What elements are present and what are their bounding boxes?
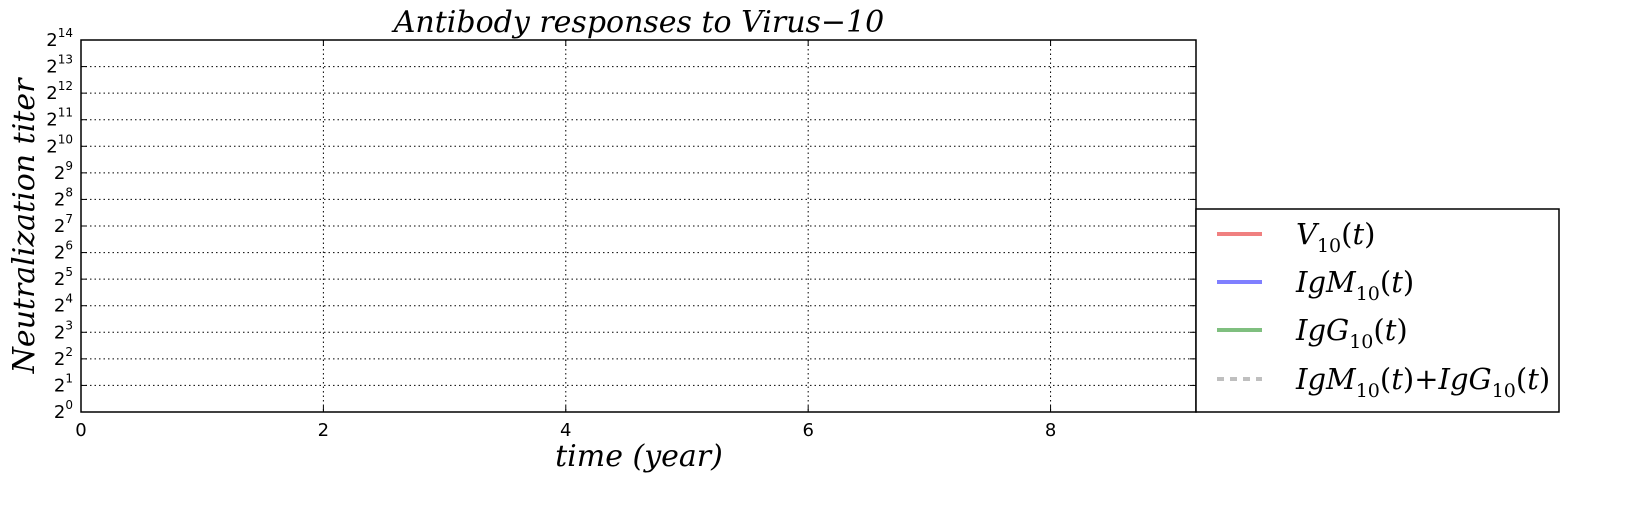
y-tick-label: 28 xyxy=(54,185,73,210)
y-tick-label: 29 xyxy=(54,159,73,184)
y-axis-label: Neutralization titer xyxy=(7,77,42,375)
x-tick-label: 2 xyxy=(318,420,329,441)
y-tick-label: 26 xyxy=(54,239,73,264)
y-tick-label: 22 xyxy=(54,345,73,370)
x-tick-label: 0 xyxy=(75,420,86,441)
y-tick-label: 20 xyxy=(54,398,73,423)
x-tick-label: 6 xyxy=(802,420,813,441)
y-tick-label: 214 xyxy=(46,26,73,51)
y-tick-label: 21 xyxy=(54,371,73,396)
legend-label: V10(t) xyxy=(1296,217,1375,257)
legend: V10(t) IgM10(t) IgG10(t) IgM10(t)+IgG10(t) xyxy=(1195,208,1560,413)
y-tick-label: 25 xyxy=(54,265,73,290)
y-tick-label: 24 xyxy=(54,292,73,317)
y-tick-label: 212 xyxy=(46,79,73,104)
x-tick-label: 8 xyxy=(1045,420,1056,441)
y-tick-label: 23 xyxy=(54,318,73,343)
y-tick-label: 211 xyxy=(46,106,73,131)
x-tick-label: 4 xyxy=(560,420,571,441)
y-tick-label: 210 xyxy=(46,132,73,157)
y-tick-label: 27 xyxy=(54,212,73,237)
legend-label: IgM10(t) xyxy=(1295,265,1414,305)
legend-label: IgG10(t) xyxy=(1295,313,1408,353)
legend-label: IgM10(t)+IgG10(t) xyxy=(1295,362,1550,402)
y-tick-label: 213 xyxy=(46,53,73,78)
grid-layer xyxy=(81,40,1196,412)
chart-title: Antibody responses to Virus−10 xyxy=(391,5,885,40)
x-axis-label: time (year) xyxy=(555,439,723,474)
